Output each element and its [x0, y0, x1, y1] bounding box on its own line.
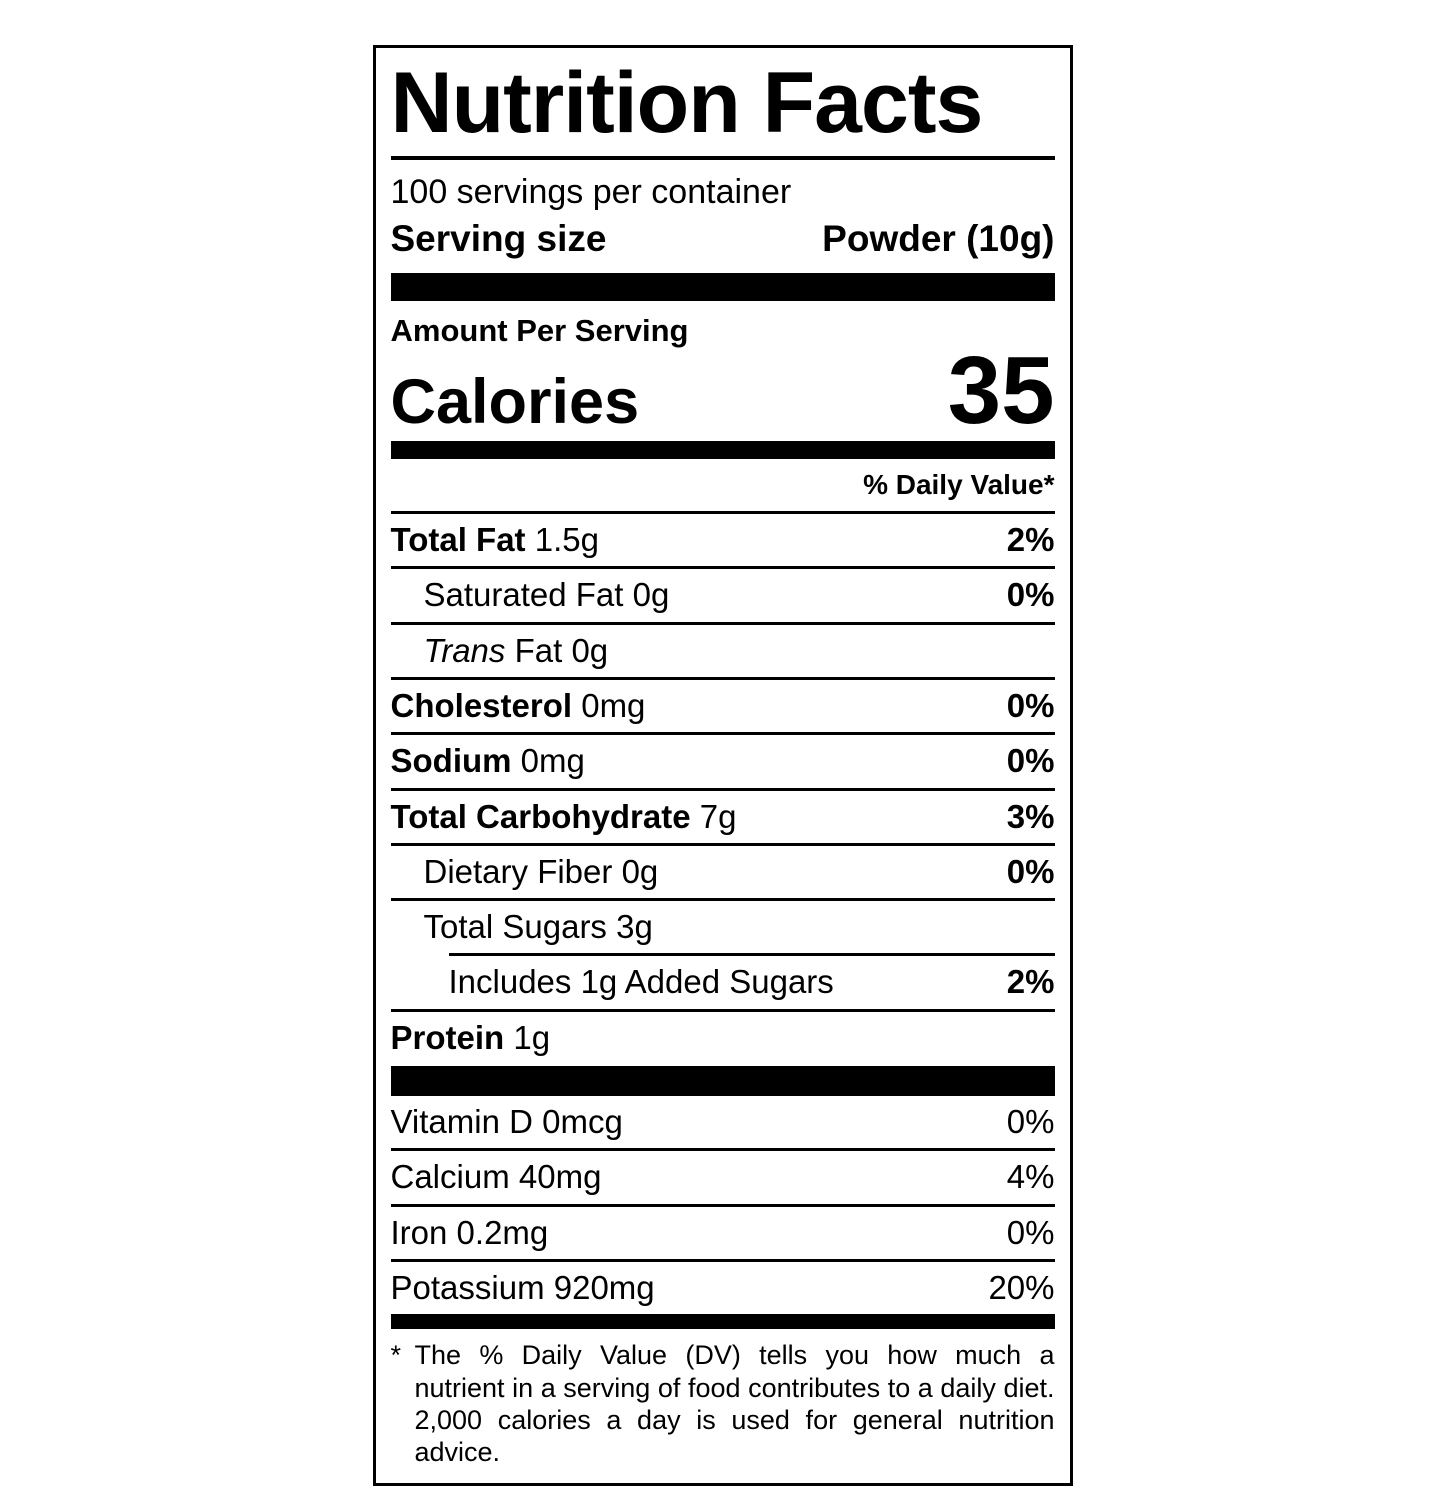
micronutrient-name: Iron — [390, 1213, 448, 1251]
nutrient-row-total-fat: Total Fat 1.5g 2% — [391, 514, 1055, 566]
nutrient-amount: 1.5g — [534, 521, 599, 559]
nutrient-name: Includes 1g Added Sugars — [448, 963, 834, 1001]
footnote-marker: * — [390, 1340, 402, 1371]
nutrient-name: Total Fat — [390, 521, 526, 559]
calories-label: Calories — [390, 367, 640, 438]
micronutrient-amount: 0mcg — [542, 1103, 623, 1140]
divider — [390, 732, 1055, 736]
calories-value: 35 — [947, 337, 1055, 445]
micronutrient-name: Calcium — [390, 1158, 510, 1196]
micronutrient-percent: 4% — [1006, 1158, 1055, 1196]
micronutrient-row-calcium: Calcium 40mg 4% — [391, 1151, 1055, 1203]
daily-value-header: % Daily Value* — [390, 459, 1055, 515]
divider — [390, 676, 1055, 680]
serving-size-row: Serving size Powder (10g) — [391, 218, 1055, 261]
nutrient-amount: 0mg — [520, 742, 585, 780]
divider — [390, 1203, 1055, 1207]
nutrient-amount: 0g — [571, 631, 609, 669]
nutrient-name: Fat — [505, 631, 563, 669]
nutrient-percent: 2% — [1006, 521, 1055, 559]
micronutrient-percent: 20% — [988, 1268, 1055, 1306]
nutrient-percent: 3% — [1006, 797, 1055, 835]
micronutrient-row-vitamin-d: Vitamin D 0mcg 0% — [391, 1096, 1055, 1148]
nutrient-amount: 0mg — [581, 686, 646, 724]
nutrient-amount: 0g — [621, 852, 659, 890]
micronutrient-amount: 0.2mg — [456, 1213, 549, 1251]
thick-bar-protein — [390, 1066, 1055, 1096]
nutrient-name: Sodium — [390, 742, 512, 780]
nutrient-amount: 0g — [632, 576, 670, 614]
calories-row: Calories 35 — [390, 337, 1055, 445]
micronutrient-amount: 920mg — [553, 1268, 655, 1306]
servings-per-container: 100 servings per container — [390, 173, 792, 211]
micronutrient-percent: 0% — [1006, 1103, 1055, 1140]
label-title: Nutrition Facts — [390, 55, 984, 151]
micronutrient-amount: 40mg — [518, 1158, 602, 1196]
nutrient-name: Saturated Fat — [423, 576, 624, 614]
serving-size-value: Powder (10g) — [822, 218, 1055, 260]
amount-per-serving-label: Amount Per Serving — [390, 312, 689, 348]
footnote-text: The % Daily Value (DV) tells you how muc… — [414, 1340, 1055, 1468]
nutrient-row-trans-fat: Trans Fat 0g — [391, 625, 1055, 677]
nutrient-name-italic: Trans — [423, 631, 506, 669]
divider — [390, 898, 1055, 902]
nutrient-percent: 0% — [1006, 686, 1055, 724]
micronutrient-percent: 0% — [1006, 1213, 1055, 1251]
nutrient-amount: 3g — [616, 908, 653, 946]
nutrient-percent: 0% — [1006, 576, 1055, 614]
divider — [390, 621, 1055, 625]
divider — [390, 1008, 1055, 1012]
divider — [390, 1258, 1055, 1262]
thick-bar-serving — [390, 272, 1055, 301]
micronutrient-name: Vitamin D — [390, 1103, 533, 1140]
micronutrient-row-potassium: Potassium 920mg 20% — [391, 1262, 1055, 1314]
thick-bar-potassium — [390, 1314, 1055, 1330]
nutrient-percent: 0% — [1006, 852, 1055, 890]
nutrient-row-sodium: Sodium 0mg 0% — [391, 735, 1055, 787]
nutrient-name: Protein — [390, 1018, 505, 1056]
divider — [390, 842, 1055, 846]
nutrient-row-saturated-fat: Saturated Fat 0g 0% — [391, 569, 1055, 621]
title-divider — [390, 156, 1055, 160]
nutrient-row-total-sugars: Total Sugars 3g — [391, 901, 1055, 953]
nutrient-amount: 7g — [699, 797, 737, 835]
nutrient-name: Total Carbohydrate — [390, 797, 691, 835]
divider — [390, 787, 1055, 791]
divider — [390, 1148, 1055, 1152]
thick-bar-calories — [390, 441, 1055, 460]
nutrient-row-added-sugars: Includes 1g Added Sugars 2% — [391, 956, 1055, 1008]
micronutrient-name: Potassium — [390, 1268, 545, 1306]
nutrient-row-total-carbohydrate: Total Carbohydrate 7g 3% — [391, 791, 1055, 843]
divider — [390, 566, 1055, 570]
footnote: * The % Daily Value (DV) tells you how m… — [391, 1329, 1055, 1469]
nutrient-amount: 1g — [513, 1018, 551, 1056]
divider-indented — [448, 953, 1055, 957]
nutrient-name: Total Sugars — [423, 908, 607, 946]
serving-size-label: Serving size — [390, 218, 607, 260]
nutrient-percent: 0% — [1006, 742, 1055, 780]
nutrition-facts-label: Nutrition Facts 100 servings per contain… — [372, 45, 1073, 1486]
nutrient-name: Dietary Fiber — [423, 852, 613, 890]
nutrient-name: Cholesterol — [390, 686, 573, 724]
nutrient-row-dietary-fiber: Dietary Fiber 0g 0% — [391, 846, 1055, 898]
micronutrient-row-iron: Iron 0.2mg 0% — [391, 1207, 1055, 1259]
nutrient-row-protein: Protein 1g — [391, 1012, 1055, 1064]
nutrient-percent: 2% — [1006, 963, 1055, 1001]
nutrient-row-cholesterol: Cholesterol 0mg 0% — [391, 680, 1055, 732]
